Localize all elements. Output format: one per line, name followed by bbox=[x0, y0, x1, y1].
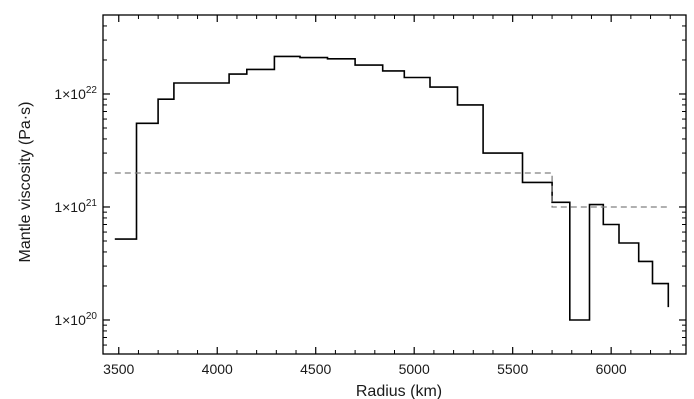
x-tick-label: 4500 bbox=[300, 361, 331, 377]
x-tick-label: 5500 bbox=[497, 361, 528, 377]
reference-dashed-line bbox=[114, 172, 669, 208]
x-tick-label: 3500 bbox=[103, 361, 134, 377]
y-axis-title: Mantle viscosity (Pa·s) bbox=[17, 102, 34, 263]
x-tick-label: 6000 bbox=[596, 361, 627, 377]
series-group bbox=[114, 55, 670, 321]
x-tick-label: 5000 bbox=[399, 361, 430, 377]
plot-frame bbox=[102, 14, 687, 355]
plot-area bbox=[102, 14, 687, 355]
y-tick-label: 1×1022 bbox=[54, 85, 97, 102]
y-tick-label: 1×1020 bbox=[54, 311, 97, 328]
y-tick-label: 1×1021 bbox=[54, 198, 97, 215]
x-axis-title: Radius (km) bbox=[356, 383, 442, 399]
x-tick-label: 4000 bbox=[202, 361, 233, 377]
viscosity-profile-line bbox=[114, 55, 670, 321]
ticks-group: 3500 4000 4500 5000 5500 6000 1×1020 1×1021 1×10… bbox=[54, 14, 686, 377]
